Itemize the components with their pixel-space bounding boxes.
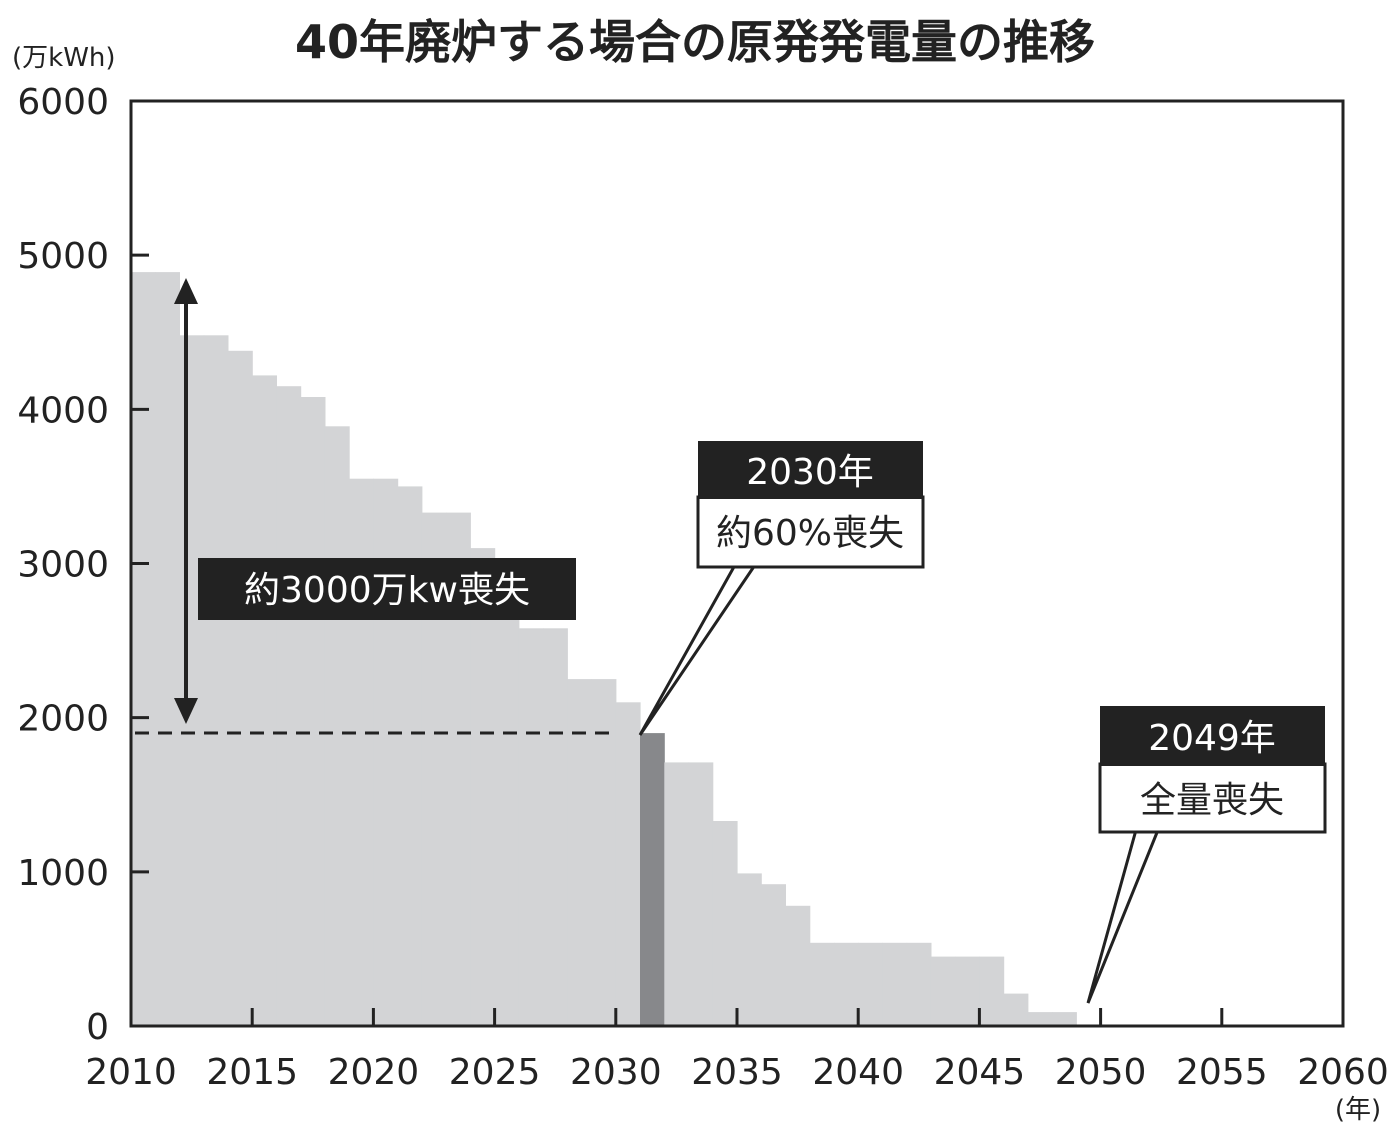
bar: [858, 942, 883, 1027]
bar-highlight: [640, 733, 665, 1026]
x-tick-label: 2020: [328, 1052, 420, 1093]
bar: [1003, 993, 1029, 1026]
y-tick-label: 1000: [17, 853, 109, 894]
bar: [252, 375, 277, 1026]
bar: [518, 628, 544, 1027]
x-tick-label: 2030: [570, 1052, 662, 1093]
bar: [761, 884, 786, 1026]
annotation-2049-head-box: [1100, 706, 1325, 766]
loss-arrow: [174, 278, 198, 724]
bar: [300, 397, 326, 1026]
annotation-2030-text: 約60%喪失: [716, 513, 904, 554]
y-ticks-group: 0 1000 2000 3000 4000 5000 6000: [17, 82, 149, 1048]
annotation-2049-body-box: [1098, 762, 1327, 834]
annotation-2049-pointer: [1086, 829, 1160, 1004]
y-tick-label: 2000: [17, 699, 109, 740]
bar: [494, 563, 520, 1026]
arrow-down-head: [174, 698, 198, 724]
bar: [1027, 1012, 1053, 1026]
x-ticks-group: 2010 2015 2020 2025 2030 2035 2040 2045 2050 2055…: [85, 1008, 1389, 1093]
arrow-up-head: [174, 278, 198, 304]
annotation-2030-head-box: [698, 441, 923, 499]
bar: [906, 942, 932, 1027]
bar: [834, 942, 859, 1027]
bar: [882, 942, 908, 1027]
chart-title: 40年廃炉する場合の原発発電量の推移: [295, 15, 1095, 69]
bar: [131, 272, 156, 1027]
x-tick-label: 2010: [85, 1052, 177, 1093]
annotation-2049-text: 全量喪失: [1140, 780, 1284, 821]
bar: [543, 628, 568, 1027]
y-tick-label: 3000: [17, 545, 109, 586]
x-tick-label: 2055: [1176, 1052, 1268, 1093]
bar: [228, 350, 253, 1027]
y-tick-label: 4000: [17, 390, 109, 431]
bar: [688, 762, 714, 1026]
annotation-2049-title: 2049年: [1148, 718, 1276, 759]
x-tick-label: 2045: [934, 1052, 1026, 1093]
x-tick-label: 2035: [691, 1052, 783, 1093]
annotation-loss-total-box: [198, 558, 576, 620]
annotation-2030-pointer: [638, 564, 757, 736]
annotation-2030-body-box: [696, 495, 925, 569]
y-tick-label: 0: [86, 1007, 109, 1048]
bars-group: [131, 272, 1077, 1027]
x-axis-unit: (年): [1335, 1095, 1381, 1125]
bar: [955, 956, 980, 1026]
bar: [664, 762, 690, 1026]
bar: [930, 956, 956, 1026]
annotation-2030: 2030年 約60%喪失: [638, 441, 925, 736]
annotation-loss-total-text: 約3000万kw喪失: [244, 570, 530, 611]
x-tick-label: 2040: [812, 1052, 904, 1093]
bar: [179, 335, 205, 1026]
bar: [785, 905, 811, 1027]
y-axis-unit: (万kWh): [12, 43, 116, 73]
bar: [809, 942, 835, 1027]
bar: [737, 873, 762, 1026]
bar: [712, 821, 738, 1026]
annotation-2049: 2049年 全量喪失: [1086, 706, 1327, 1004]
y-tick-label: 5000: [17, 236, 109, 277]
bar: [203, 335, 229, 1026]
annotation-loss-total: 約3000万kw喪失: [198, 558, 576, 620]
bar: [979, 956, 1005, 1026]
bar: [1052, 1012, 1077, 1026]
x-tick-label: 2050: [1055, 1052, 1147, 1093]
bar: [276, 386, 302, 1026]
bar: [615, 702, 641, 1027]
bar: [324, 426, 350, 1026]
x-tick-label: 2025: [449, 1052, 541, 1093]
bar: [155, 272, 180, 1027]
bar: [567, 679, 593, 1026]
x-tick-label: 2015: [206, 1052, 298, 1093]
bar: [470, 548, 496, 1026]
annotation-2030-title: 2030年: [746, 452, 874, 493]
bar: [591, 679, 617, 1026]
x-tick-label: 2060: [1297, 1052, 1389, 1093]
y-tick-label: 6000: [17, 82, 109, 123]
